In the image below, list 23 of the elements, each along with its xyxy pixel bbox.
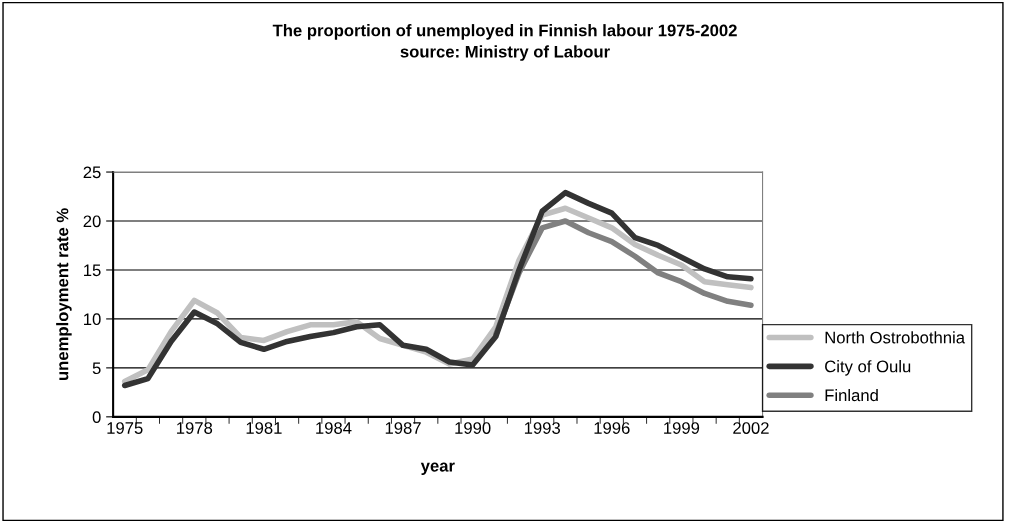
legend-label: City of Oulu [825, 360, 911, 376]
legend-label: Finland [825, 388, 878, 402]
x-tick-label: 1987 [385, 422, 421, 434]
y-tick-label: 10 [84, 313, 101, 326]
x-tick-label: 1996 [594, 422, 630, 434]
x-tick-label: 1978 [177, 422, 213, 434]
legend-label: North Ostrobothnia [825, 331, 966, 344]
x-tick-label: 1981 [246, 422, 282, 434]
y-axis-title: unemployment rate % [56, 208, 72, 380]
y-tick-label: 25 [83, 166, 101, 179]
x-axis-title: year [420, 462, 455, 475]
x-tick-label: 2002 [733, 422, 769, 434]
chart-title: The proportion of unemployed in Finnish labour 1975-2002 [272, 24, 737, 40]
x-tick-label: 1975 [107, 422, 143, 434]
y-tick-label: 20 [83, 215, 101, 228]
x-tick-label: 1984 [316, 422, 352, 434]
x-tick-label: 1999 [664, 422, 700, 434]
y-tick-label: 0 [92, 411, 101, 424]
x-tick-label: 1993 [524, 422, 561, 434]
chart-subtitle: source: Ministry of Labour [400, 45, 610, 61]
x-tick-label: 1990 [455, 422, 491, 434]
y-tick-label: 15 [84, 264, 101, 277]
y-tick-label: 5 [92, 362, 101, 375]
